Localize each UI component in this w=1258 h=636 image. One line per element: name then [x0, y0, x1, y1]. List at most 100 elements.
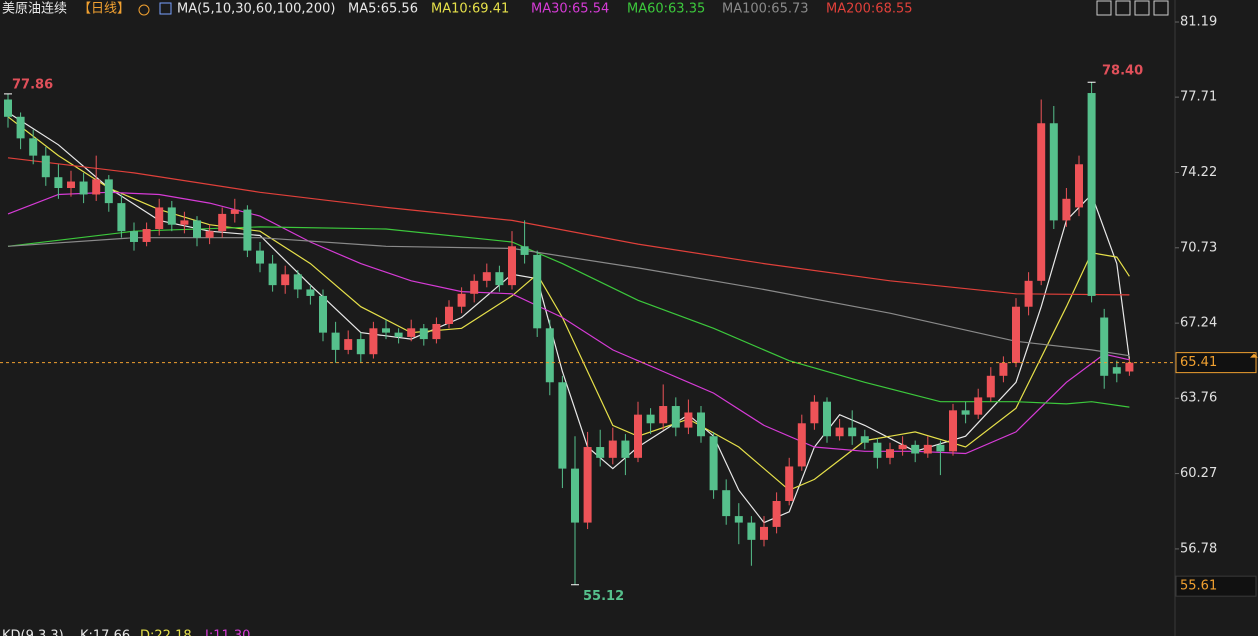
candle-body	[835, 427, 844, 437]
period[interactable]: 【日线】	[78, 2, 130, 17]
kd-readout: K:17.66	[80, 629, 130, 636]
candle-body	[180, 220, 189, 225]
icon[interactable]	[1134, 0, 1150, 16]
candle-body	[596, 447, 605, 458]
candle-body	[823, 401, 831, 437]
candle-body	[193, 220, 201, 238]
candle-body	[1062, 198, 1071, 221]
ma-readout: MA100:65.73	[722, 2, 809, 17]
candle-body	[4, 99, 12, 117]
candle-body	[256, 250, 264, 264]
y-tick-label: 63.76	[1180, 391, 1217, 406]
candle-body	[16, 116, 25, 139]
candle-body	[747, 522, 756, 540]
ma-readout: MA30:65.54	[531, 2, 609, 17]
kd-readout: J:11.30	[204, 629, 250, 636]
indicator-icon[interactable]	[159, 2, 172, 15]
candle-body	[104, 179, 113, 204]
ma-readout: MA5:65.56	[348, 2, 418, 17]
candle-body	[1112, 367, 1121, 374]
extreme-label: 55.12	[583, 589, 624, 604]
kd-readout: D:22.18	[140, 629, 192, 636]
toolbar-icons[interactable]	[1096, 0, 1169, 16]
ma-readout: MA60:63.35	[627, 2, 705, 17]
candle-body	[1125, 362, 1134, 372]
candle-body	[79, 181, 88, 195]
candle-body	[911, 444, 920, 454]
candle-body	[621, 440, 630, 458]
candle-body	[230, 209, 239, 214]
candle-body	[634, 414, 642, 458]
candle-body	[520, 246, 529, 255]
y-tick-label: 56.78	[1180, 541, 1217, 556]
last-price-arrow	[1250, 353, 1258, 358]
candle-body	[646, 414, 655, 424]
ma-readout: MA200:68.55	[826, 2, 913, 17]
chart-title: 美原油连续	[2, 1, 67, 17]
candle-body	[533, 254, 542, 329]
candle-body	[608, 440, 617, 458]
candle-body	[382, 328, 390, 333]
candle-body	[961, 410, 970, 415]
candle-body	[29, 138, 38, 156]
candle-body	[457, 293, 466, 307]
candle-body	[394, 332, 403, 337]
candle-body	[999, 362, 1008, 376]
candle-body	[684, 412, 693, 428]
low-marker-label: 55.61	[1180, 579, 1217, 594]
candle-body	[432, 323, 441, 340]
last-price-label: 65.41	[1180, 355, 1217, 370]
candle-body	[155, 207, 164, 230]
candle-body	[860, 436, 869, 443]
candle-body	[974, 397, 983, 415]
extreme-label: 78.40	[1102, 64, 1143, 79]
candle-body	[545, 328, 554, 383]
candle-body	[558, 382, 567, 469]
candle-body	[243, 209, 252, 251]
ma-line	[7, 111, 1130, 524]
candle-body	[268, 263, 277, 286]
candle-body	[281, 274, 290, 286]
candle-body	[936, 444, 945, 452]
candle-body	[1087, 93, 1096, 296]
candle-body	[797, 423, 806, 467]
candle-body	[67, 181, 75, 189]
low-marker-box	[1175, 575, 1257, 597]
ma-line	[7, 157, 1130, 296]
candle-body	[54, 177, 63, 189]
candle-body	[873, 442, 882, 458]
candle-body	[583, 447, 592, 523]
candle-body	[923, 444, 932, 454]
y-tick-label: 60.27	[1180, 466, 1217, 481]
candle-body	[949, 410, 957, 452]
add-icon[interactable]	[138, 4, 150, 16]
y-tick-label: 67.24	[1180, 316, 1217, 331]
ma-line	[7, 191, 1130, 455]
candle-body	[293, 274, 302, 290]
candle-body	[167, 207, 176, 225]
candle-body	[205, 231, 214, 238]
kd-readout: KD(9,3,3)	[2, 629, 64, 636]
icon[interactable]	[1153, 0, 1169, 16]
extreme-label: 77.86	[12, 77, 53, 92]
candle-body	[848, 427, 857, 437]
candle-body	[760, 526, 768, 540]
candle-body	[495, 272, 504, 286]
icon[interactable]	[1115, 0, 1131, 16]
candle-body	[571, 468, 579, 523]
y-tick-label: 70.73	[1180, 240, 1217, 255]
candle-body	[369, 328, 378, 355]
indicator: MA(5,10,30,60,100,200)	[177, 2, 335, 17]
icon[interactable]	[1096, 0, 1112, 16]
candle-body	[722, 490, 731, 517]
y-tick-label: 77.71	[1180, 90, 1217, 105]
candle-body	[356, 339, 365, 355]
candle-body	[886, 449, 894, 458]
candle-body	[142, 229, 151, 242]
ma-line	[7, 237, 1130, 357]
candle-body	[218, 213, 227, 232]
candle-body	[344, 339, 353, 350]
